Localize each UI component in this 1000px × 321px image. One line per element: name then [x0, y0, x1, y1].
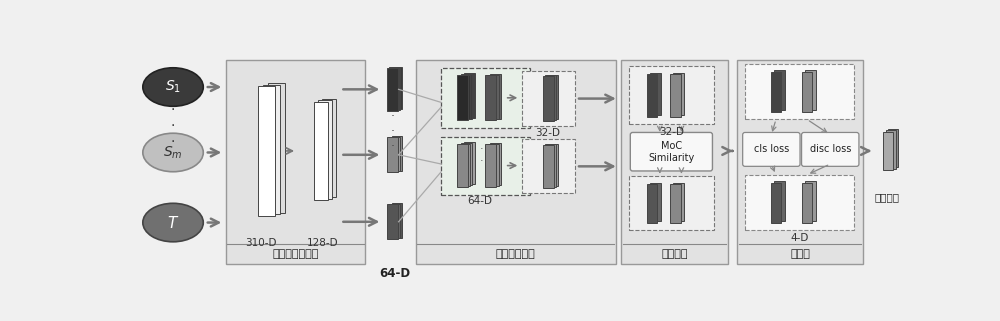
Bar	[771, 72, 781, 112]
Ellipse shape	[143, 68, 203, 106]
Text: 预测标签: 预测标签	[874, 192, 899, 202]
Bar	[263, 85, 280, 214]
Text: $S_m$: $S_m$	[163, 144, 183, 161]
Bar	[318, 100, 332, 199]
Bar	[464, 73, 475, 118]
Text: 4-D: 4-D	[790, 233, 808, 243]
Bar	[268, 83, 285, 213]
Bar	[883, 132, 893, 170]
Bar	[392, 203, 402, 238]
Bar	[389, 137, 400, 171]
Bar	[387, 68, 398, 110]
Text: 32-D: 32-D	[536, 128, 561, 138]
Bar	[389, 204, 400, 238]
Bar	[485, 144, 496, 187]
Text: 310-D: 310-D	[245, 238, 276, 248]
Text: cls loss: cls loss	[754, 144, 789, 154]
Bar	[647, 184, 657, 222]
Text: 共享特征提取器: 共享特征提取器	[272, 249, 319, 259]
Bar	[650, 73, 661, 115]
Bar	[543, 76, 554, 121]
Bar	[387, 204, 398, 239]
Bar	[547, 143, 558, 186]
Bar	[629, 176, 714, 230]
Bar	[387, 137, 398, 172]
Bar	[441, 68, 530, 128]
Bar	[464, 142, 475, 185]
Bar	[745, 64, 854, 119]
Text: 分类器: 分类器	[790, 249, 810, 259]
Text: 64-D: 64-D	[379, 267, 410, 280]
Text: 样本选择: 样本选择	[661, 249, 688, 259]
Bar	[459, 75, 470, 119]
Bar	[886, 130, 896, 169]
Bar	[670, 74, 681, 117]
Bar	[629, 66, 714, 124]
Bar	[673, 183, 684, 221]
Bar	[258, 86, 275, 216]
Text: 128-D: 128-D	[307, 238, 338, 248]
Text: ·
·
·: · · ·	[480, 133, 483, 166]
Text: $S_1$: $S_1$	[165, 79, 181, 95]
FancyBboxPatch shape	[630, 133, 712, 171]
Bar	[888, 129, 898, 167]
Bar	[314, 102, 328, 200]
Bar	[771, 183, 781, 222]
Bar	[441, 137, 530, 195]
Bar	[522, 71, 574, 126]
Ellipse shape	[143, 133, 203, 172]
Bar	[545, 75, 556, 120]
Bar	[745, 175, 854, 230]
Bar	[673, 73, 684, 115]
Bar	[774, 70, 785, 110]
Bar	[547, 75, 558, 119]
Text: 疵特征提取器: 疵特征提取器	[496, 249, 535, 259]
FancyBboxPatch shape	[802, 133, 859, 166]
Bar	[805, 70, 816, 110]
Text: 64-D: 64-D	[467, 196, 492, 206]
Text: MoC
Similarity: MoC Similarity	[648, 141, 694, 162]
Bar	[392, 136, 402, 170]
Ellipse shape	[143, 203, 203, 242]
Bar	[459, 143, 470, 186]
Bar	[737, 60, 863, 264]
Bar	[545, 144, 556, 187]
Text: $T$: $T$	[167, 214, 179, 230]
Bar	[621, 60, 728, 264]
Bar	[488, 143, 499, 186]
Bar	[461, 74, 472, 118]
Bar	[457, 75, 468, 120]
Bar	[802, 72, 812, 112]
Bar	[650, 183, 661, 221]
Bar	[485, 75, 496, 120]
Bar	[522, 139, 574, 193]
Bar	[322, 99, 336, 197]
FancyBboxPatch shape	[743, 133, 800, 166]
Bar	[543, 145, 554, 187]
Bar	[670, 184, 681, 222]
Bar	[488, 75, 499, 119]
Bar	[774, 181, 785, 221]
Text: ·
·
·: · · ·	[171, 103, 175, 150]
Bar	[802, 183, 812, 222]
Bar	[392, 67, 402, 109]
Bar	[389, 67, 400, 110]
Bar	[461, 143, 472, 185]
Text: ·
·
·: · · ·	[390, 110, 394, 153]
Bar	[416, 60, 616, 264]
Bar	[226, 60, 365, 264]
Bar	[490, 74, 501, 118]
Bar	[490, 143, 501, 185]
Text: disc loss: disc loss	[810, 144, 851, 154]
Bar	[647, 74, 657, 117]
Bar	[457, 144, 468, 187]
Bar	[805, 181, 816, 221]
Text: 32-D: 32-D	[659, 127, 684, 137]
